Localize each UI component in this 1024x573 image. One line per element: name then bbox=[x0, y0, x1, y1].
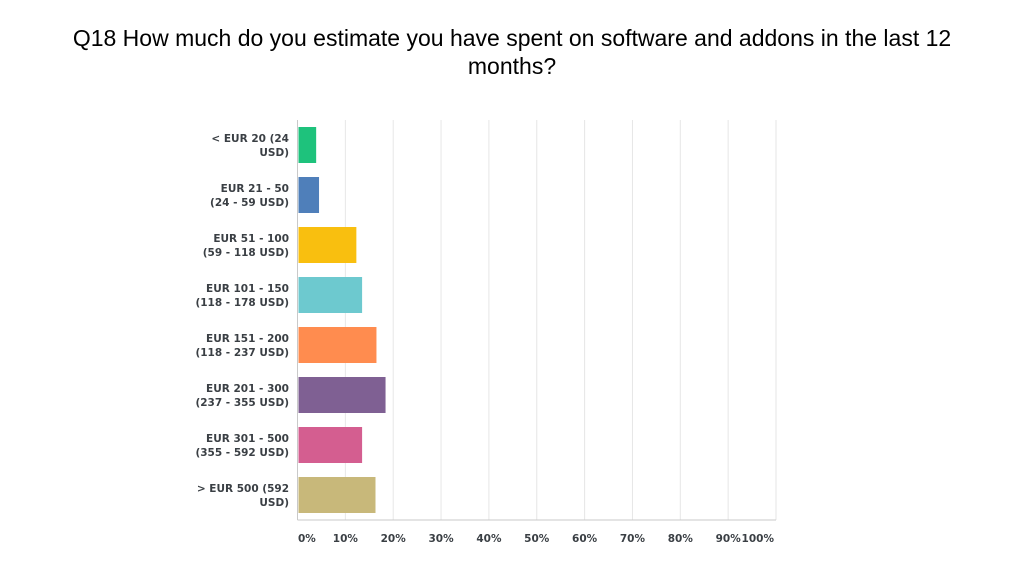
category-label: EUR 101 - 150 (118 - 178 USD) bbox=[195, 283, 289, 309]
grid-layer bbox=[344, 120, 777, 520]
bar bbox=[298, 477, 376, 513]
bar bbox=[298, 427, 363, 463]
x-tick-label: 50% bbox=[524, 533, 550, 545]
x-tick-label: 70% bbox=[620, 533, 646, 545]
x-tick-label: 60% bbox=[572, 533, 598, 545]
x-tick-label: 80% bbox=[668, 533, 694, 545]
bar bbox=[298, 127, 317, 163]
x-tick-label: 90% bbox=[716, 533, 742, 545]
category-label: EUR 201 - 300 (237 - 355 USD) bbox=[195, 383, 289, 409]
bars-layer bbox=[298, 127, 386, 513]
category-label: EUR 151 - 200 (118 - 237 USD) bbox=[195, 333, 289, 359]
axis-layer bbox=[297, 120, 776, 521]
bar bbox=[298, 277, 363, 313]
category-label: EUR 51 - 100 (59 - 118 USD) bbox=[203, 233, 289, 259]
bar bbox=[298, 377, 386, 413]
x-tick-label: 20% bbox=[381, 533, 407, 545]
category-label: > EUR 500 (592 USD) bbox=[197, 483, 289, 509]
category-label: < EUR 20 (24 USD) bbox=[211, 133, 289, 159]
x-tick-label: 0% bbox=[298, 533, 316, 545]
category-label: EUR 21 - 50 (24 - 59 USD) bbox=[210, 183, 289, 209]
bar bbox=[298, 327, 377, 363]
x-tick-label: 40% bbox=[476, 533, 502, 545]
x-tick-label: 30% bbox=[428, 533, 454, 545]
chart-title: Q18 How much do you estimate you have sp… bbox=[72, 25, 952, 79]
x-tick-label: 10% bbox=[333, 533, 359, 545]
x-tick-label: 100% bbox=[742, 533, 775, 545]
bar bbox=[298, 177, 320, 213]
category-label: EUR 301 - 500 (355 - 592 USD) bbox=[195, 433, 289, 459]
labels-layer: 0% 10% 20% 30% 40% 50% 60% 70% 80% 90% 100% < EUR 2… bbox=[195, 133, 774, 545]
bar bbox=[298, 227, 357, 263]
